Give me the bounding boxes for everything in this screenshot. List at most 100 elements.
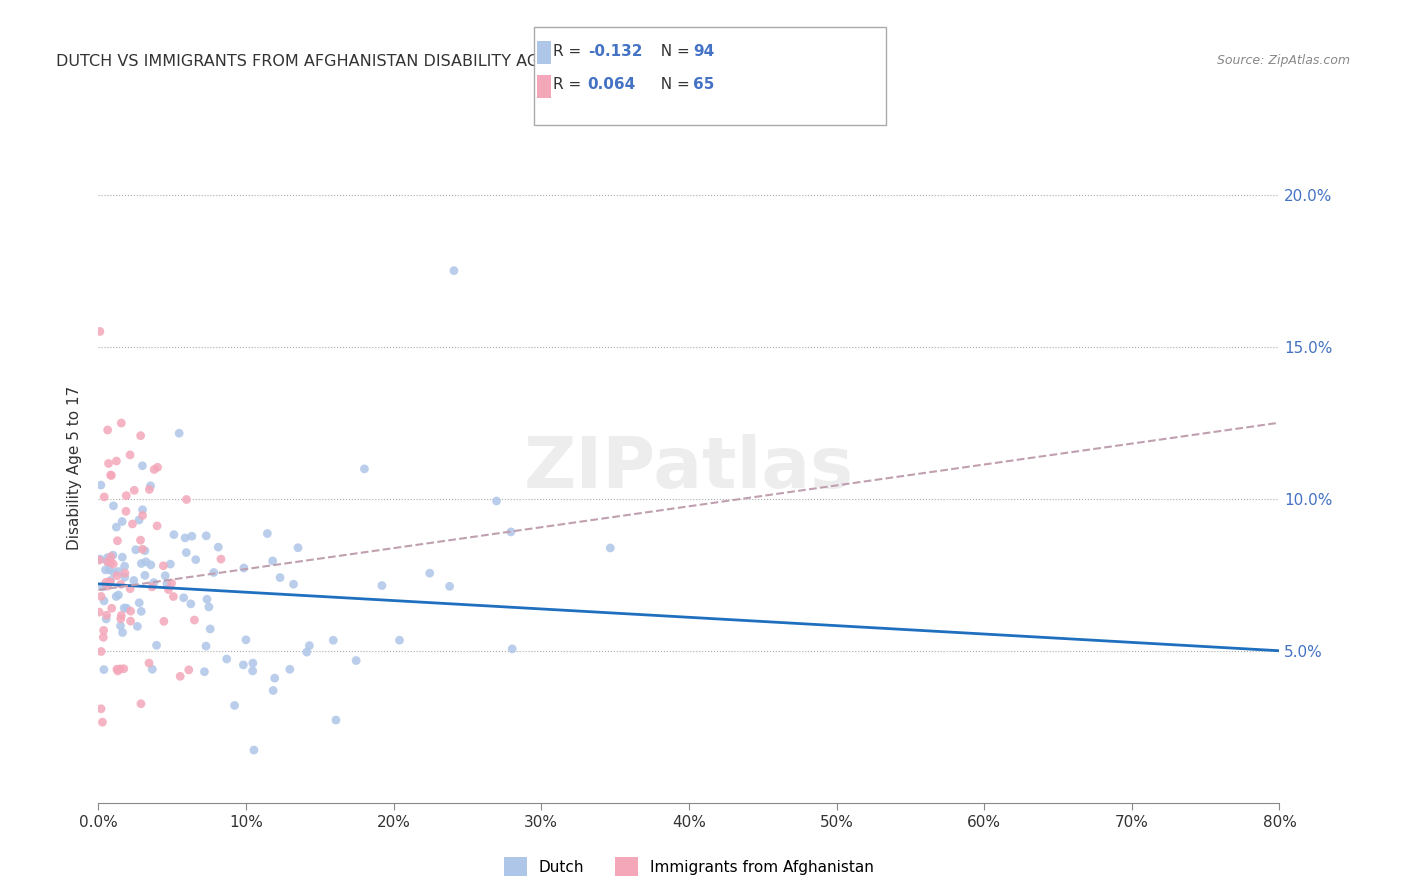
Point [262,683,284,698]
Point [599,541,621,555]
Point [93,630,115,644]
Point [499,524,522,539]
Point [128,596,150,610]
Point [388,633,411,648]
Legend: Dutch, Immigrants from Afghanistan: Dutch, Immigrants from Afghanistan [498,851,880,882]
Point [100,468,122,483]
Point [111,625,134,640]
Point [167,426,190,441]
Point [325,713,347,727]
Point [108,662,131,676]
Point [153,615,176,629]
Text: Source: ZipAtlas.com: Source: ZipAtlas.com [1216,54,1350,67]
Point [322,633,344,648]
Point [256,526,278,541]
Point [134,568,156,582]
Point [242,656,264,670]
Point [501,641,523,656]
Point [202,566,225,580]
Point [100,574,122,588]
Point [174,545,197,559]
Point [105,568,128,582]
Point [105,454,128,468]
Point [195,639,218,653]
Point [134,543,156,558]
Point [195,529,218,543]
Point [96,612,118,626]
Point [157,582,180,597]
Point [90,478,112,492]
Point [115,504,138,518]
Point [443,263,465,277]
Point [129,428,152,442]
Point [111,515,134,529]
Point [91,715,114,730]
Point [159,557,181,571]
Point [243,743,266,757]
Point [156,576,179,591]
Point [97,457,120,471]
Point [112,601,135,615]
Point [103,557,125,571]
Point [146,519,169,533]
Point [90,590,112,604]
Point [121,516,143,531]
Point [110,416,132,430]
Point [195,592,218,607]
Point [89,552,111,566]
Point [162,590,184,604]
Point [98,575,121,590]
Point [371,578,394,592]
Point [125,542,148,557]
Point [120,582,142,596]
Point [93,663,115,677]
Point [115,489,138,503]
Point [129,533,152,548]
Point [262,554,284,568]
Point [485,494,508,508]
Point [146,460,169,475]
Point [139,479,162,493]
Point [110,619,132,633]
Text: R =: R = [553,45,586,59]
Point [120,604,142,618]
Point [107,588,129,602]
Point [131,542,153,557]
Text: DUTCH VS IMMIGRANTS FROM AFGHANISTAN DISABILITY AGE 5 TO 17 CORRELATION CHART: DUTCH VS IMMIGRANTS FROM AFGHANISTAN DIS… [56,54,796,69]
Point [122,574,145,588]
Point [242,664,264,678]
Text: 65: 65 [693,78,714,92]
Point [131,508,153,523]
Point [298,639,321,653]
Point [110,612,132,626]
Point [180,597,202,611]
Point [93,594,115,608]
Point [141,662,163,676]
Point [107,565,129,579]
Point [120,448,142,462]
Point [105,590,128,604]
Point [235,632,257,647]
Point [419,566,441,581]
Point [278,662,301,676]
Point [94,563,117,577]
Text: ZIPatlas: ZIPatlas [524,434,853,503]
Point [96,578,118,592]
Point [129,604,152,618]
Point [131,458,153,473]
Point [207,540,229,554]
Point [131,502,153,516]
Point [173,591,195,605]
Point [110,577,132,591]
Point [89,325,111,339]
Point [209,552,232,566]
Point [100,555,122,569]
Text: N =: N = [651,45,695,59]
Point [90,644,112,658]
Point [142,575,165,590]
Point [120,614,142,628]
Point [90,702,112,716]
Point [107,664,129,678]
Point [145,638,167,652]
Point [163,527,186,541]
